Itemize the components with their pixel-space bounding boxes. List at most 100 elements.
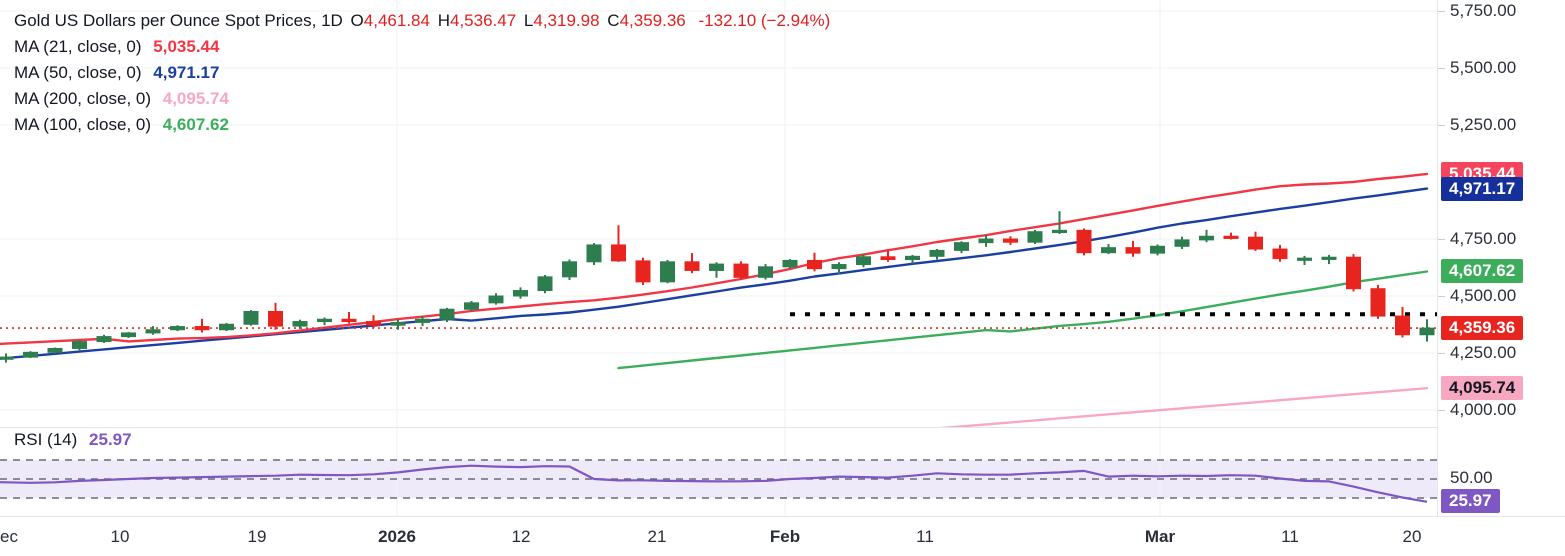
candle-body [1199,235,1214,241]
candle-body [978,238,994,244]
price-tick-label: 5,250.00 [1450,115,1517,134]
price-tick-mark [1438,410,1445,411]
candle-body [243,311,259,325]
candle-body [1003,238,1018,243]
price-tick-label: 4,250.00 [1450,343,1517,362]
price-tick-mark [1438,353,1445,354]
ma21-line [0,172,1429,346]
time-tick-label: 19 [247,527,267,546]
candle-body [611,244,626,262]
time-tick-label: 11 [1281,527,1299,546]
candle-body [586,244,602,263]
candle-body [1321,256,1337,260]
candle-body [856,256,871,266]
candle-body [1076,229,1092,254]
candle-body [562,261,577,278]
time-tick-label: 20 [1402,527,1422,546]
time-tick-label: ec [0,527,18,546]
candle-body [1370,288,1386,317]
candle-body [1272,248,1288,260]
candle-body [709,263,724,271]
candle-body [1101,247,1116,254]
candle-body [513,290,528,297]
candle-body [1248,236,1263,250]
candle-body [96,336,112,343]
candle-body [121,332,136,338]
price-tick-mark [1438,68,1445,69]
time-tick-label: 10 [110,527,130,546]
candle-body [1027,231,1043,243]
candle-body [23,351,38,358]
candle-body [366,321,381,326]
candle-body [831,264,847,270]
last-price-badge[interactable]: 4,359.36 [1441,316,1524,341]
candlestick-series [0,211,1435,363]
rsi-chart-svg [0,428,1437,516]
candle-body [341,318,357,323]
time-tick-label: 11 [916,527,934,546]
candle-body [464,302,479,310]
candle-body [72,341,87,349]
rsi-legend-label: RSI (14) [14,430,78,449]
ma100-price-badge[interactable]: 4,607.62 [1441,259,1524,284]
candle-body [880,256,896,261]
candle-body [0,356,14,360]
time-axis[interactable]: ec 10 19 2026 12 21 Feb 11 Mar 11 20 [0,516,1565,556]
price-tick-mark [1438,296,1445,297]
candle-body [782,259,798,268]
ma200-line [939,387,1429,427]
ma50-price-badge[interactable]: 4,971.17 [1441,176,1524,201]
candle-body [635,260,651,283]
candle-body [733,263,749,278]
ma200-price-badge[interactable]: 4,095.74 [1441,376,1524,401]
candle-body [390,321,406,326]
candle-body [537,276,553,292]
rsi-legend-value: 25.97 [89,430,132,449]
rsi-legend: RSI (14) 25.97 [14,430,132,450]
time-tick-label: Feb [769,527,801,546]
candle-body [268,311,283,327]
ma100-line [617,270,1429,370]
time-tick-label: 12 [511,527,531,546]
price-axis[interactable]: 5,750.00 5,500.00 5,250.00 4,750.00 4,500.00… [1437,0,1565,427]
price-tick-label: 4,750.00 [1450,229,1517,248]
rsi-chart-pane[interactable]: RSI (14) 25.97 [0,427,1437,516]
price-tick-label: 5,500.00 [1450,58,1517,77]
time-tick-label: 21 [647,527,667,546]
candle-body [488,295,504,304]
price-tick-mark [1438,125,1445,126]
rsi-value-badge[interactable]: 25.97 [1441,488,1500,513]
candle-body [1125,247,1141,254]
candle-body [1223,235,1239,239]
price-tick-mark [1438,11,1445,12]
time-tick-label: Mar [1144,527,1176,546]
candle-body [1419,327,1435,336]
price-tick-label: 5,750.00 [1450,1,1517,20]
price-tick-label: 4,000.00 [1450,400,1517,419]
candle-body [758,266,773,278]
candle-body [317,318,332,323]
candle-body [170,326,185,331]
rsi-axis[interactable]: 50.00 25.97 [1437,427,1565,516]
candle-body [954,242,969,251]
rsi-tick-label: 50.00 [1450,468,1493,487]
price-tick-label: 4,500.00 [1450,286,1517,305]
price-chart-svg [0,0,1437,427]
candle-body [684,261,700,271]
time-tick-label: 2026 [378,527,416,546]
candle-body [145,329,161,334]
candle-body [1297,257,1312,261]
candle-body [292,321,308,327]
candle-body [1346,256,1361,290]
candle-body [439,308,455,320]
candle-body [219,323,234,331]
price-tick-mark [1438,239,1445,240]
candle-body [415,318,430,323]
price-chart-pane[interactable] [0,0,1437,427]
candle-body [660,261,675,283]
candle-body [929,249,945,257]
candle-body [47,347,63,353]
candle-body [1150,245,1165,254]
candle-body [1174,239,1190,247]
